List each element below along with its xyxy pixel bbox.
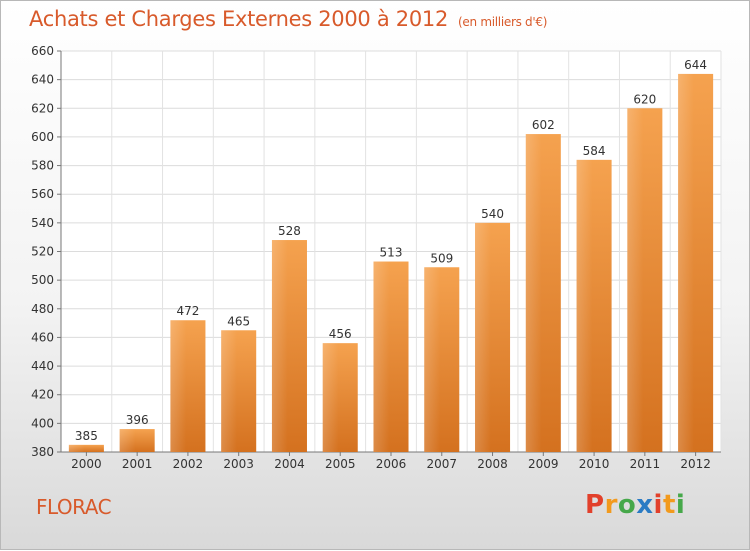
x-tick-label-2009: 2009 xyxy=(528,457,559,471)
y-tick-label: 660 xyxy=(31,44,54,58)
x-tick-label-2012: 2012 xyxy=(680,457,711,471)
y-tick-label: 500 xyxy=(31,273,54,287)
x-tick-label-2001: 2001 xyxy=(122,457,153,471)
y-tick-label: 620 xyxy=(31,101,54,115)
labels: 385 2000 396 2001 472 2002 465 2003 528 2004 456 20… xyxy=(71,58,711,471)
y-tick-label: 460 xyxy=(31,330,54,344)
proxiti-logo: Proxiti xyxy=(585,490,685,520)
commune-name: FLORAC xyxy=(36,495,112,519)
x-tick-label-2002: 2002 xyxy=(173,457,204,471)
x-tick-label-2011: 2011 xyxy=(630,457,661,471)
bar-highlight xyxy=(170,320,187,452)
y-tick-label: 400 xyxy=(31,416,54,430)
value-label-2001: 396 xyxy=(126,413,149,427)
y-tick-label: 480 xyxy=(31,302,54,316)
bars xyxy=(68,73,714,453)
bar-highlight xyxy=(221,330,237,452)
logo-letter: P xyxy=(585,490,605,520)
y-tick-label: 560 xyxy=(31,187,54,201)
x-tick-label-2003: 2003 xyxy=(223,457,254,471)
bar-highlight xyxy=(424,267,441,452)
value-label-2010: 584 xyxy=(583,144,606,158)
logo-letter: t xyxy=(662,490,676,520)
x-tick-label-2005: 2005 xyxy=(325,457,356,471)
x-tick-label-2000: 2000 xyxy=(71,457,102,471)
value-label-2009: 602 xyxy=(532,118,555,132)
y-tick-label: 520 xyxy=(31,245,54,259)
x-tick-label-2010: 2010 xyxy=(579,457,610,471)
value-label-2011: 620 xyxy=(633,92,656,106)
bar-highlight xyxy=(576,159,593,453)
y-tick-label: 440 xyxy=(31,359,54,373)
x-tick-label-2006: 2006 xyxy=(376,457,407,471)
value-label-2007: 509 xyxy=(430,251,453,265)
bar-highlight xyxy=(525,134,542,453)
value-label-2012: 644 xyxy=(684,58,707,72)
x-tick-label-2007: 2007 xyxy=(426,457,457,471)
value-label-2005: 456 xyxy=(329,327,352,341)
bar-2000 xyxy=(68,444,104,452)
chart-title: Achats et Charges Externes 2000 à 2012 (e… xyxy=(29,7,547,31)
bar-highlight xyxy=(322,343,339,452)
x-tick-label-2004: 2004 xyxy=(274,457,305,471)
logo-letter: i xyxy=(653,490,663,520)
value-label-2006: 513 xyxy=(380,246,403,260)
value-label-2008: 540 xyxy=(481,207,504,221)
y-tick-label: 420 xyxy=(31,388,54,402)
logo-letter: i xyxy=(675,490,686,520)
value-label-2003: 465 xyxy=(227,314,250,328)
bar-highlight xyxy=(271,240,288,452)
value-label-2004: 528 xyxy=(278,224,301,238)
bar-highlight xyxy=(373,261,390,452)
logo-letter: r xyxy=(604,490,618,520)
bar-highlight xyxy=(475,222,491,452)
y-tick-label: 580 xyxy=(31,159,54,173)
y-tick-label: 540 xyxy=(31,216,54,230)
y-tick-label: 380 xyxy=(31,445,54,459)
y-tick-label: 600 xyxy=(31,130,54,144)
bar-highlight xyxy=(678,73,694,453)
chart-title-text: Achats et Charges Externes 2000 à 2012 xyxy=(29,7,449,31)
value-label-2002: 472 xyxy=(176,304,199,318)
value-label-2000: 385 xyxy=(75,429,98,443)
x-tick-label-2008: 2008 xyxy=(477,457,508,471)
logo-letter: x xyxy=(636,490,654,520)
bar-highlight xyxy=(119,429,136,452)
bar-highlight xyxy=(627,108,644,453)
bar-highlight xyxy=(68,444,85,452)
chart-unit: (en milliers d'€) xyxy=(458,15,548,29)
logo-letter: o xyxy=(617,490,637,520)
y-tick-label: 640 xyxy=(31,73,54,87)
